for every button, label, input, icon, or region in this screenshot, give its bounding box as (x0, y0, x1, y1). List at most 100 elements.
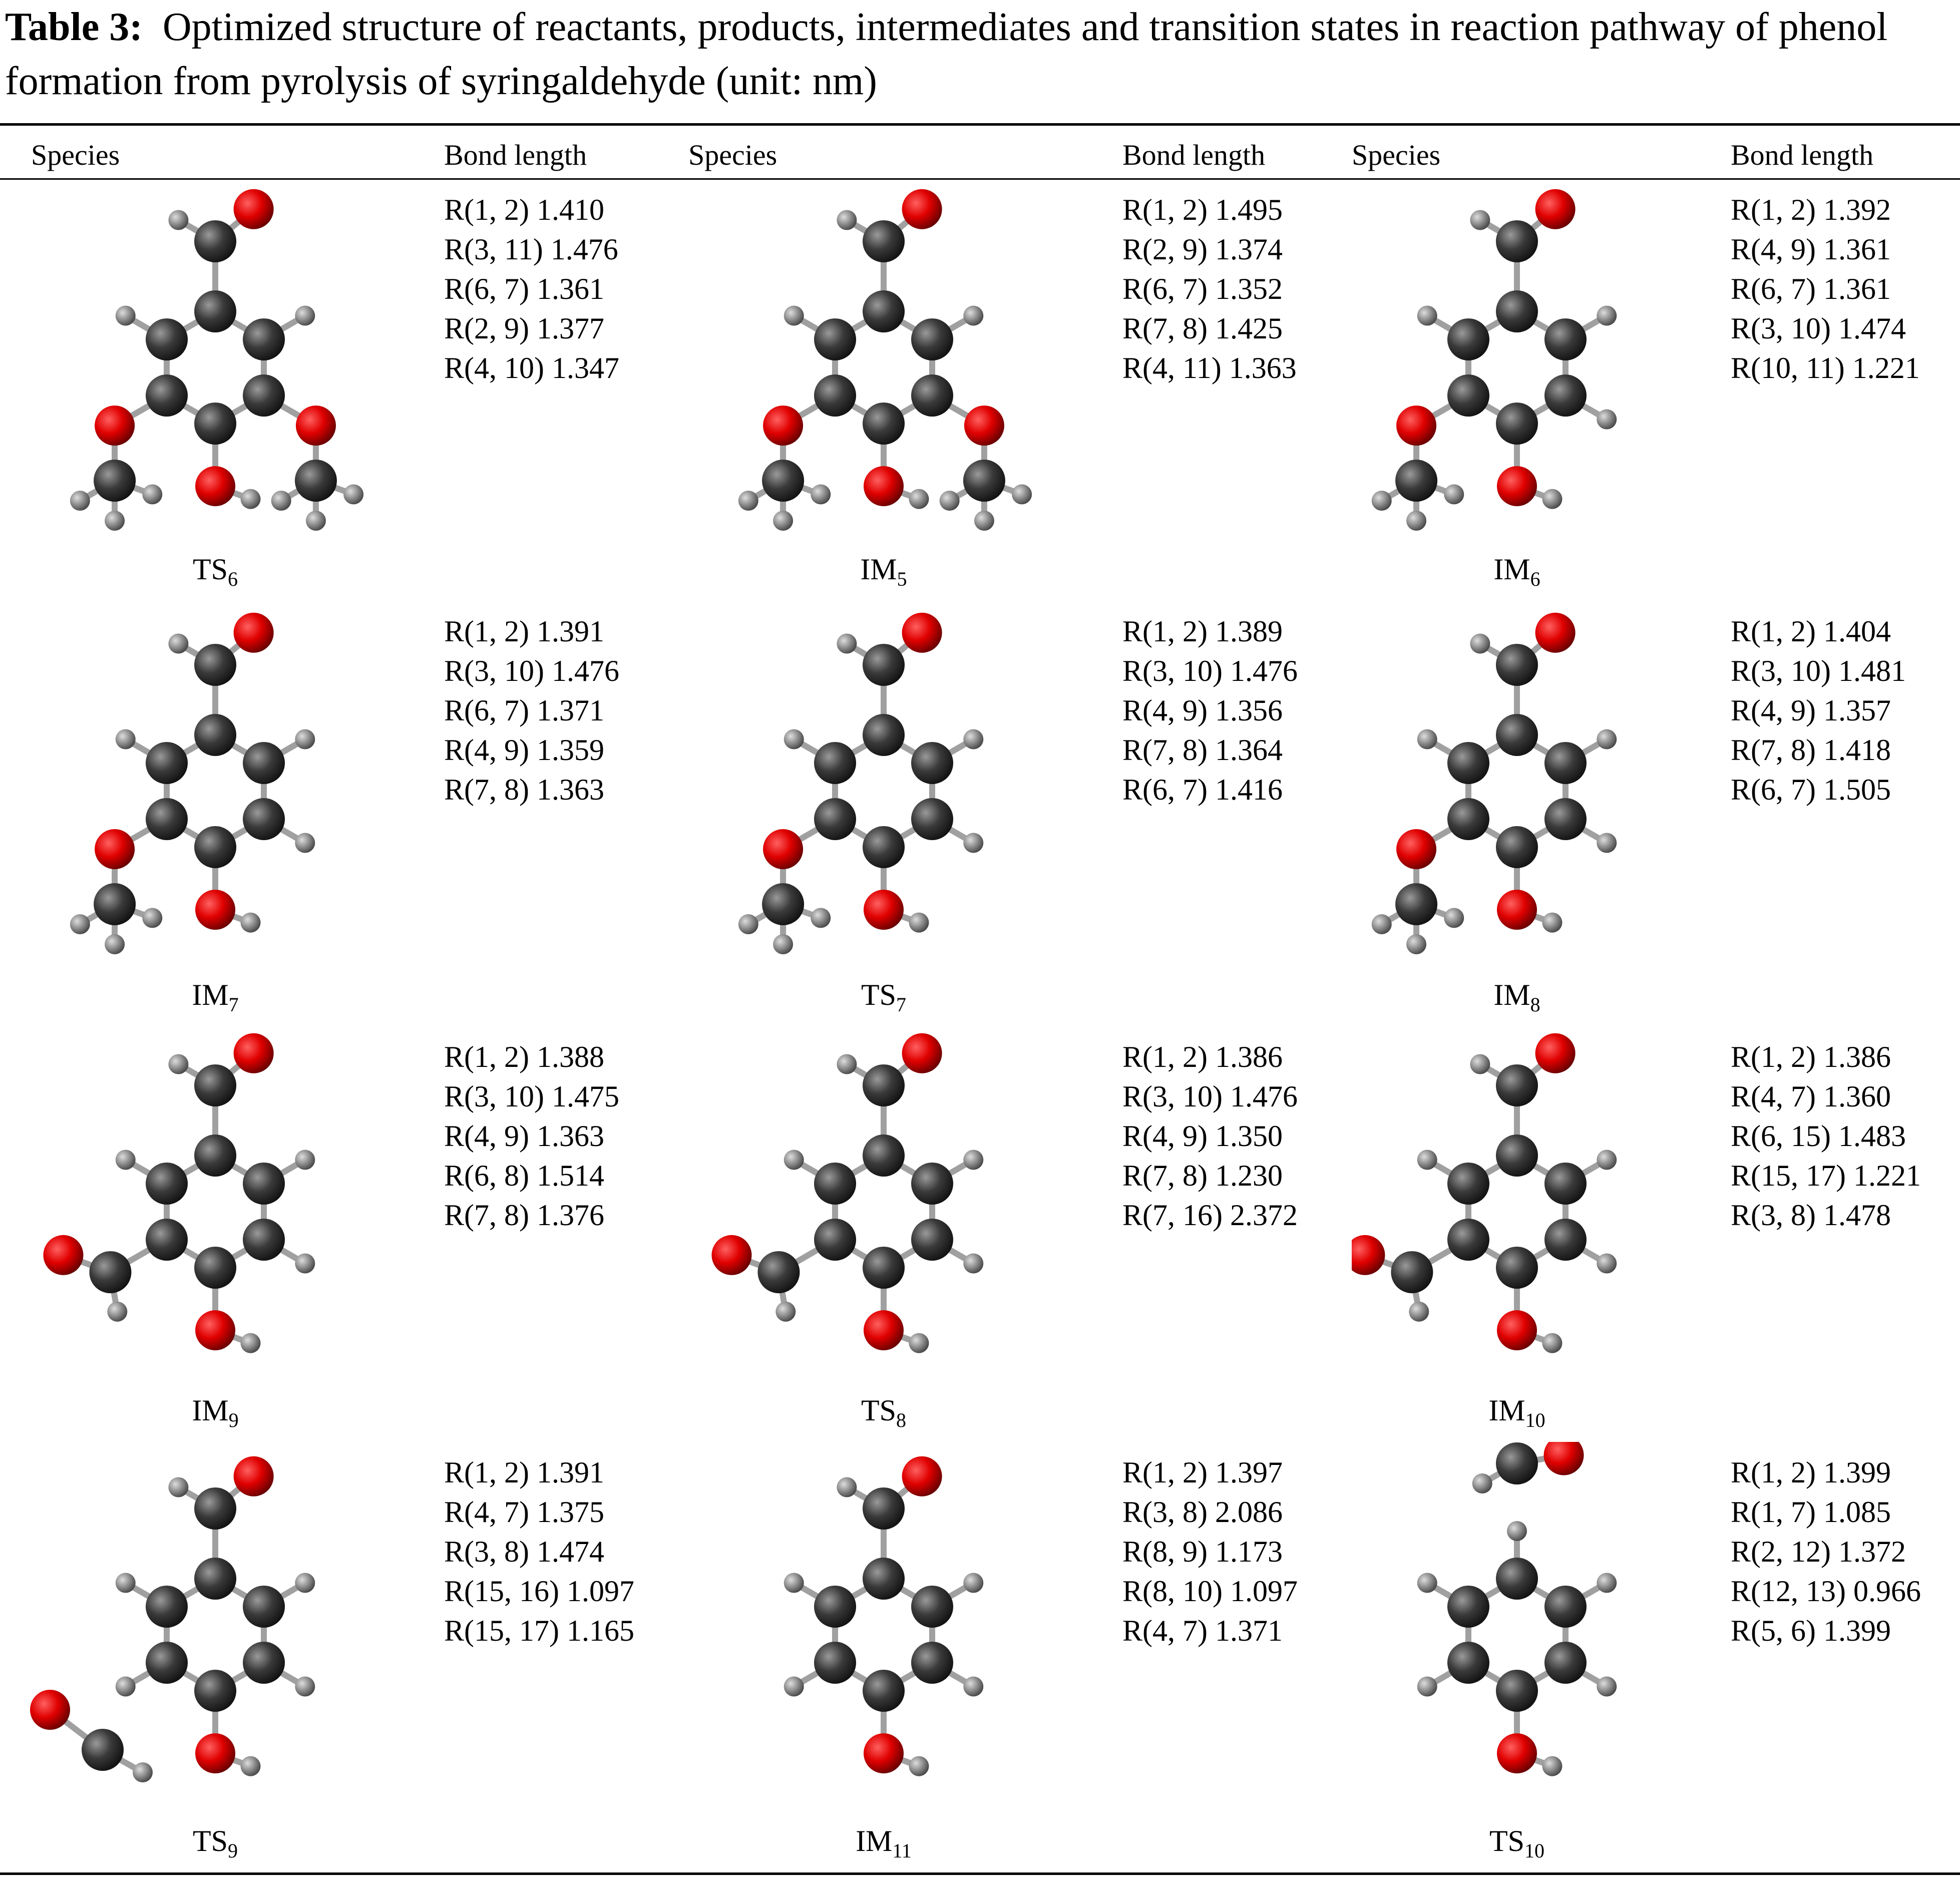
carbon-atom (146, 318, 188, 360)
hydrogen-atom (1417, 305, 1437, 326)
carbon-atom (242, 1219, 285, 1261)
species-label: IM10 (1442, 1393, 1592, 1432)
bond-length-value: R(1, 2) 1.410 (444, 193, 604, 226)
species-name: TS (861, 1394, 897, 1427)
species-name: IM (1488, 1394, 1525, 1427)
species-label: IM6 (1442, 552, 1592, 591)
species-cell: TS10 (1352, 1442, 1731, 1872)
carbon-atom (194, 826, 236, 868)
bond-length-value: R(7, 8) 1.363 (444, 773, 604, 806)
carbon-atom (1447, 318, 1490, 360)
carbon-atom (863, 220, 905, 262)
hydrogen-atom (115, 305, 136, 326)
bond-length-value: R(4, 9) 1.361 (1731, 233, 1891, 266)
carbon-atom (194, 1135, 236, 1177)
species-subscript: 9 (228, 1839, 238, 1862)
species-label: TS7 (809, 978, 959, 1016)
oxygen-atom (864, 1733, 904, 1773)
hydrogen-atom (963, 1253, 984, 1274)
carbon-atom (1544, 1642, 1587, 1684)
oxygen-atom (295, 406, 336, 446)
carbon-atom (242, 742, 285, 784)
hydrogen-atom (1597, 1676, 1617, 1697)
bond-length-value: R(5, 6) 1.399 (1731, 1614, 1891, 1647)
species-label: IM8 (1442, 978, 1592, 1016)
species-name: IM (860, 553, 897, 586)
bond-length-value: R(4, 9) 1.363 (444, 1119, 604, 1153)
bond-length-value: R(7, 8) 1.230 (1122, 1159, 1283, 1192)
carbon-atom (1496, 1064, 1538, 1106)
bond-length-value: R(4, 11) 1.363 (1122, 351, 1297, 385)
hydrogen-atom (295, 305, 315, 326)
carbon-atom (1544, 1163, 1587, 1205)
carbon-atom (242, 318, 285, 360)
oxygen-atom (1535, 612, 1576, 653)
carbon-atom (911, 1586, 953, 1628)
carbon-atom (242, 1642, 285, 1684)
atoms-group (1371, 612, 1617, 954)
oxygen-atom (195, 1310, 235, 1350)
molecule-structure-image (738, 189, 1032, 531)
carbon-atom (814, 742, 857, 784)
hydrogen-atom (909, 1756, 929, 1776)
carbon-atom (146, 1642, 188, 1684)
hydrogen-atom (1417, 729, 1437, 749)
table-row: IM9 R(1, 2) 1.388 R(3, 10) 1.475 R(4, 9) 1.… (0, 1026, 1960, 1442)
hydrogen-atom (837, 633, 857, 654)
oxygen-atom (1497, 466, 1537, 506)
bond-length-value: R(6, 7) 1.361 (1731, 272, 1891, 305)
carbon-atom (1496, 1135, 1538, 1177)
oxygen-atom (902, 1456, 942, 1496)
species-cell: TS8 (688, 1026, 1122, 1442)
hydrogen-atom (295, 1676, 315, 1697)
hydrogen-atom (783, 305, 804, 326)
carbon-atom (1447, 1219, 1490, 1261)
hydrogen-atom (240, 1333, 261, 1353)
oxygen-atom (233, 1033, 274, 1073)
atoms-group (1352, 1033, 1617, 1353)
carbon-atom (294, 460, 337, 502)
species-subscript: 11 (892, 1839, 912, 1862)
carbon-atom (146, 742, 188, 784)
table-row: TS6 R(1, 2) 1.410 R(3, 11) 1.476 R(6, 7) 1.… (0, 179, 1960, 601)
oxygen-atom (763, 406, 804, 446)
species-subscript: 10 (1524, 1839, 1545, 1862)
species-name: TS (192, 1824, 228, 1857)
oxygen-atom (95, 829, 135, 869)
bond-length-value: R(8, 10) 1.097 (1122, 1575, 1298, 1608)
top-rule (0, 123, 1960, 126)
hydrogen-atom (295, 729, 315, 749)
hydrogen-atom (783, 1150, 804, 1170)
carbon-atom (863, 1135, 905, 1177)
carbon-atom (1544, 1219, 1587, 1261)
atoms-group (783, 1456, 984, 1776)
carbon-atom (863, 1670, 905, 1712)
hydrogen-atom (1597, 729, 1617, 749)
carbon-atom (814, 798, 857, 840)
hydrogen-atom (295, 1253, 315, 1274)
hydrogen-atom (1470, 633, 1490, 654)
oxygen-atom (1497, 890, 1537, 930)
species-cell: IM8 (1352, 601, 1731, 1026)
hydrogen-atom (1597, 1150, 1617, 1170)
hydrogen-atom (107, 1301, 128, 1322)
species-name: IM (856, 1824, 893, 1857)
bond-length-list: R(1, 2) 1.404 R(3, 10) 1.481 R(4, 9) 1.357… (1731, 601, 1960, 1026)
hydrogen-atom (305, 511, 326, 531)
table-caption-text: Optimized structure of reactants, produc… (5, 5, 1888, 103)
carbon-atom (1544, 798, 1587, 840)
molecule-structure-image (738, 612, 984, 954)
molecule-structure-image (1417, 1442, 1617, 1776)
carbon-atom (242, 798, 285, 840)
bond-length-value: R(3, 11) 1.476 (444, 233, 618, 266)
bond-length-value: R(12, 13) 0.966 (1731, 1575, 1921, 1608)
header-species-1: Species (31, 139, 120, 171)
hydrogen-atom (1597, 1253, 1617, 1274)
hydrogen-atom (963, 1573, 984, 1593)
hydrogen-atom (115, 1150, 136, 1170)
species-cell: IM6 (1352, 179, 1731, 601)
carbon-atom (1496, 1670, 1538, 1712)
carbon-atom (863, 1064, 905, 1106)
hydrogen-atom (1371, 491, 1392, 511)
carbon-atom (863, 714, 905, 756)
